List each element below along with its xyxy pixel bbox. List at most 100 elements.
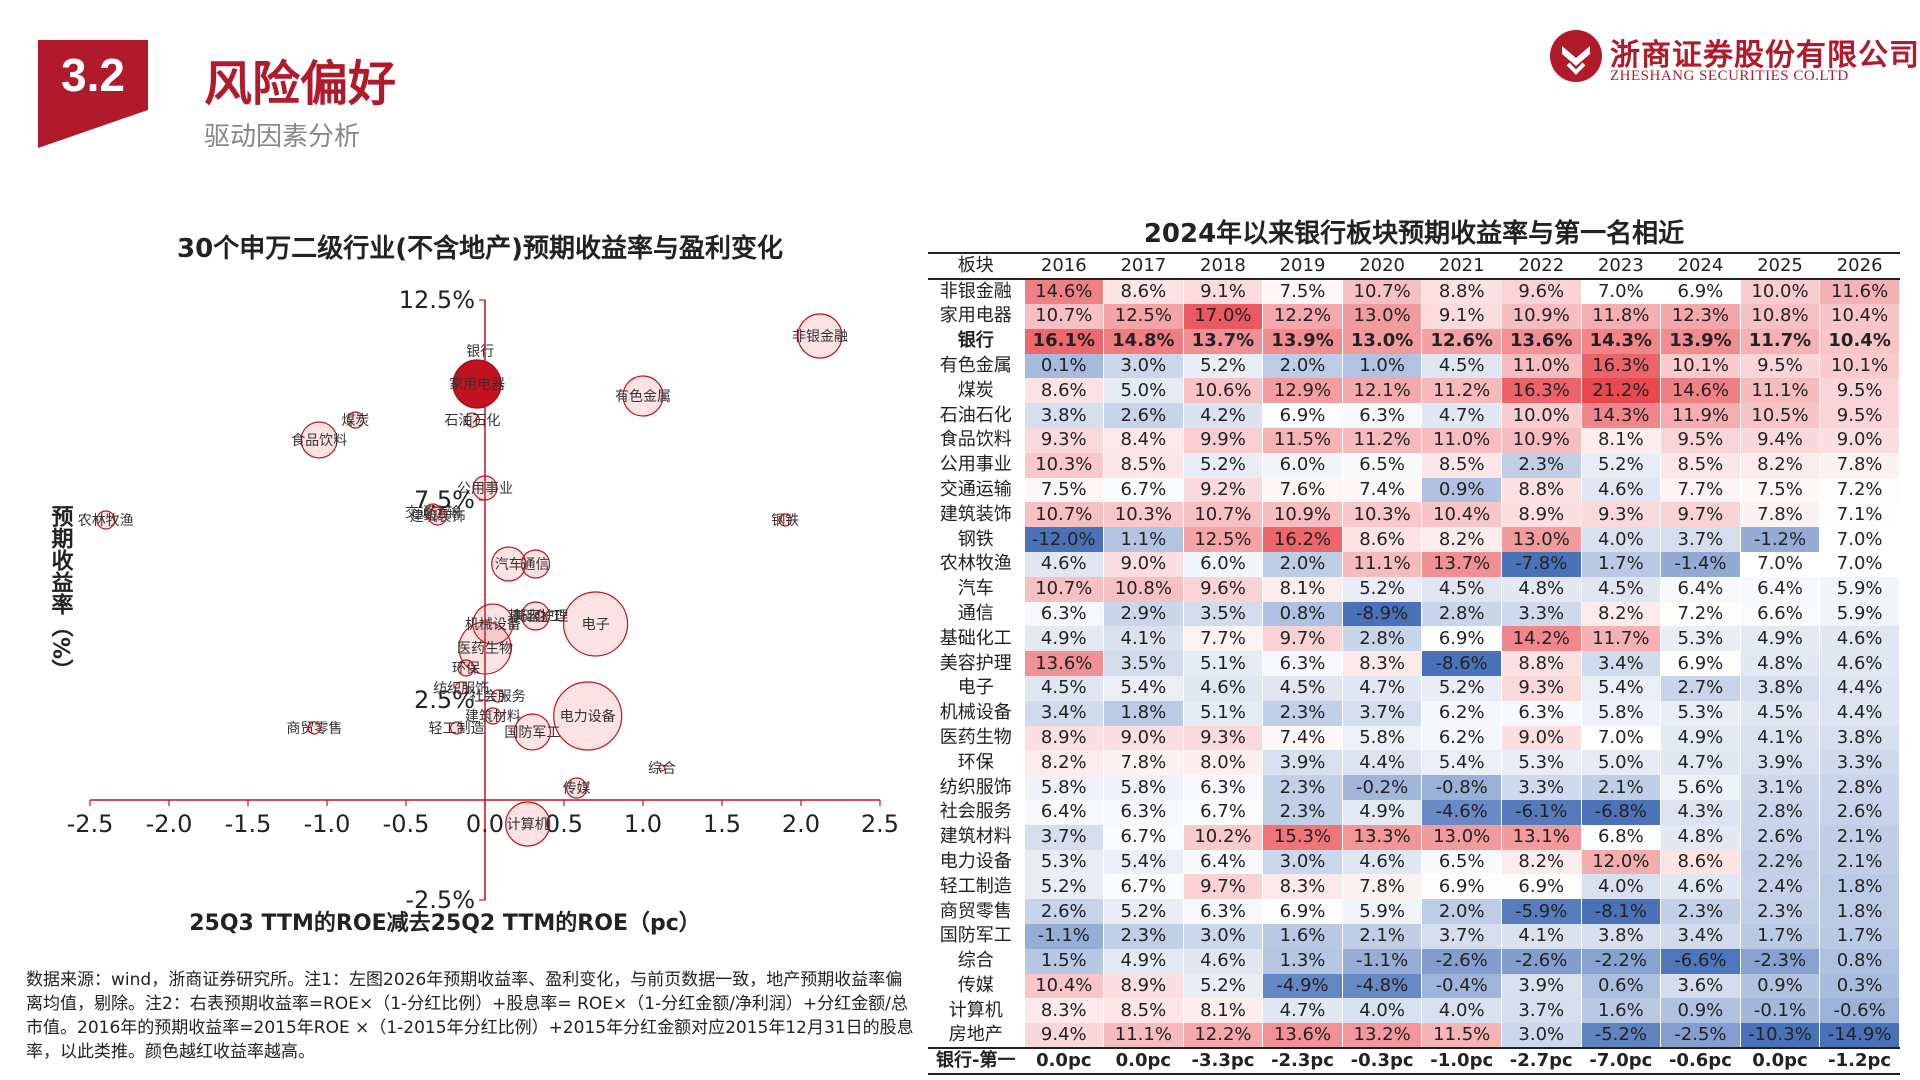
yield-cell: 10.7% (1024, 304, 1105, 329)
table-row: 环保 8.2% 7.8% 8.0% 3.9% 4.4% 5.4% 5.3% 5.0% 4.7% 3.… (928, 750, 1900, 776)
diff-cell: -7.0pc (1581, 1047, 1662, 1076)
diff-cell: -1.0pc (1421, 1047, 1502, 1076)
yield-cell: 4.9% (1342, 799, 1423, 825)
yield-cell: 9.5% (1819, 378, 1900, 404)
logo-english-name: ZHESHANG SECURITIES CO.LTD (1610, 68, 1849, 84)
yield-cell: 3.1% (1740, 775, 1821, 800)
yield-cell: 5.0% (1103, 378, 1184, 404)
y-tick-label: 7.5% (414, 486, 475, 514)
yield-cell: 2.3% (1660, 899, 1741, 924)
yield-cell: 1.7% (1581, 551, 1662, 577)
yield-cell: 0.8% (1819, 948, 1900, 974)
table-row: 钢铁 -12.0% 1.1% 12.5% 16.2% 8.6% 8.2% 13.0% 4.0% 3… (928, 527, 1900, 552)
column-header-year: 2016 (1024, 253, 1105, 280)
yield-cell: 9.3% (1501, 675, 1582, 701)
yield-cell: 1.8% (1819, 874, 1900, 900)
yield-cell: 3.8% (1740, 675, 1821, 701)
yield-cell: 5.8% (1024, 775, 1105, 800)
yield-cell: 9.2% (1183, 477, 1264, 503)
yield-cell: 4.9% (1660, 725, 1741, 751)
zheshang-logo-icon (1550, 30, 1602, 82)
column-header-year: 2018 (1183, 253, 1264, 280)
bubble-非银金融 (797, 313, 843, 359)
yield-cell: 2.1% (1819, 824, 1900, 850)
yield-cell: 3.6% (1660, 973, 1741, 999)
point-label: 有色金属 (615, 388, 671, 405)
yield-cell: 4.0% (1581, 874, 1662, 900)
yield-cell: 6.4% (1660, 576, 1741, 602)
yield-cell: 8.5% (1421, 452, 1502, 478)
table-row: 医药生物 8.9% 9.0% 9.3% 7.4% 5.8% 6.2% 9.0% 7.0% 4.9%… (928, 725, 1900, 751)
yield-cell: 6.2% (1421, 700, 1502, 726)
diff-cell: 0.0pc (1024, 1047, 1105, 1076)
yield-cell: 6.8% (1581, 824, 1662, 850)
yield-cell: 0.9% (1660, 998, 1741, 1024)
yield-cell: 2.3% (1501, 452, 1582, 478)
point-label: 电力设备 (560, 708, 616, 725)
point-label: 计算机 (507, 817, 549, 833)
yield-cell: 4.0% (1342, 998, 1423, 1024)
yield-cell: 14.6% (1024, 279, 1105, 304)
yield-cell: 16.2% (1262, 527, 1343, 552)
yield-cell: 5.8% (1103, 775, 1184, 800)
yield-cell: 10.4% (1024, 973, 1105, 999)
yield-cell: 3.8% (1024, 403, 1105, 428)
x-axis-title: 25Q3 TTM的ROE减去25Q2 TTM的ROE（pc） (189, 910, 701, 936)
yield-cell: 7.4% (1262, 725, 1343, 751)
x-tick-label: -0.5 (383, 810, 430, 838)
row-sector-name: 轻工制造 (928, 874, 1025, 900)
yield-cell: 12.6% (1421, 328, 1502, 354)
yield-cell: 8.5% (1660, 452, 1741, 478)
yield-cell: 4.7% (1660, 750, 1741, 776)
yield-cell: 7.4% (1342, 477, 1423, 503)
yield-cell: 0.3% (1819, 973, 1900, 999)
row-sector-name: 建筑装饰 (928, 502, 1025, 528)
yield-cell: -0.1% (1740, 998, 1821, 1024)
yield-cell: -2.6% (1421, 948, 1502, 974)
yield-cell: 2.0% (1421, 899, 1502, 924)
yield-cell: 2.3% (1103, 923, 1184, 949)
yield-cell: 6.9% (1421, 626, 1502, 652)
yield-cell: 1.7% (1740, 923, 1821, 949)
yield-cell: 13.1% (1501, 824, 1582, 850)
table-row: 公用事业 10.3% 8.5% 5.2% 6.0% 6.5% 8.5% 2.3% 5.2% 8.5… (928, 452, 1900, 478)
point-label: 银行 (466, 344, 494, 360)
point-label: 美容护理 (512, 608, 568, 625)
yield-cell: 8.2% (1421, 527, 1502, 552)
yield-cell: 12.5% (1183, 527, 1264, 552)
row-sector-name: 商贸零售 (928, 899, 1025, 924)
diff-cell: -2.7pc (1501, 1047, 1582, 1076)
row-sector-name: 石油石化 (928, 403, 1025, 428)
yield-cell: 10.7% (1342, 279, 1423, 304)
yield-cell: 10.9% (1501, 427, 1582, 453)
yield-cell: 11.9% (1660, 403, 1741, 428)
yield-cell: 8.1% (1262, 576, 1343, 602)
page-title: 风险偏好 (204, 56, 397, 112)
yield-cell: 10.7% (1024, 576, 1105, 602)
yield-cell: 9.6% (1501, 279, 1582, 304)
yield-cell: -0.6% (1819, 998, 1900, 1024)
table-title: 2024年以来银行板块预期收益率与第一名相近 (1143, 219, 1685, 249)
yield-cell: -0.4% (1421, 973, 1502, 999)
bubble-有色金属 (622, 375, 664, 417)
yield-cell: 13.9% (1660, 328, 1741, 354)
point-label: 建筑装饰 (410, 509, 466, 525)
yield-cell: 13.9% (1262, 328, 1343, 354)
table-row: 石油石化 3.8% 2.6% 4.2% 6.9% 6.3% 4.7% 10.0% 14.3% 11… (928, 403, 1900, 428)
yield-cell: 7.8% (1740, 502, 1821, 528)
yield-cell: 4.9% (1103, 948, 1184, 974)
table-row: 家用电器 10.7% 12.5% 17.0% 12.2% 13.0% 9.1% 10.9% 11… (928, 304, 1900, 329)
yield-cell: 3.5% (1103, 651, 1184, 676)
yield-cell: 2.8% (1342, 626, 1423, 652)
yield-cell: 10.0% (1740, 279, 1821, 304)
yield-cell: -1.4% (1660, 551, 1741, 577)
yield-cell: 9.4% (1024, 1023, 1105, 1049)
yield-cell: 6.9% (1660, 279, 1741, 304)
yield-cell: 5.2% (1103, 899, 1184, 924)
table-row: 美容护理 13.6% 3.5% 5.1% 6.3% 8.3% -8.6% 8.8% 3.4% 6.… (928, 651, 1900, 676)
table-row: 农林牧渔 4.6% 9.0% 6.0% 2.0% 11.1% 13.7% -7.8% 1.7% -… (928, 551, 1900, 577)
diff-cell: 0.0pc (1740, 1047, 1821, 1076)
yield-cell: 9.7% (1262, 626, 1343, 652)
yield-cell: -6.8% (1581, 799, 1662, 825)
yield-cell: 6.9% (1660, 651, 1741, 676)
